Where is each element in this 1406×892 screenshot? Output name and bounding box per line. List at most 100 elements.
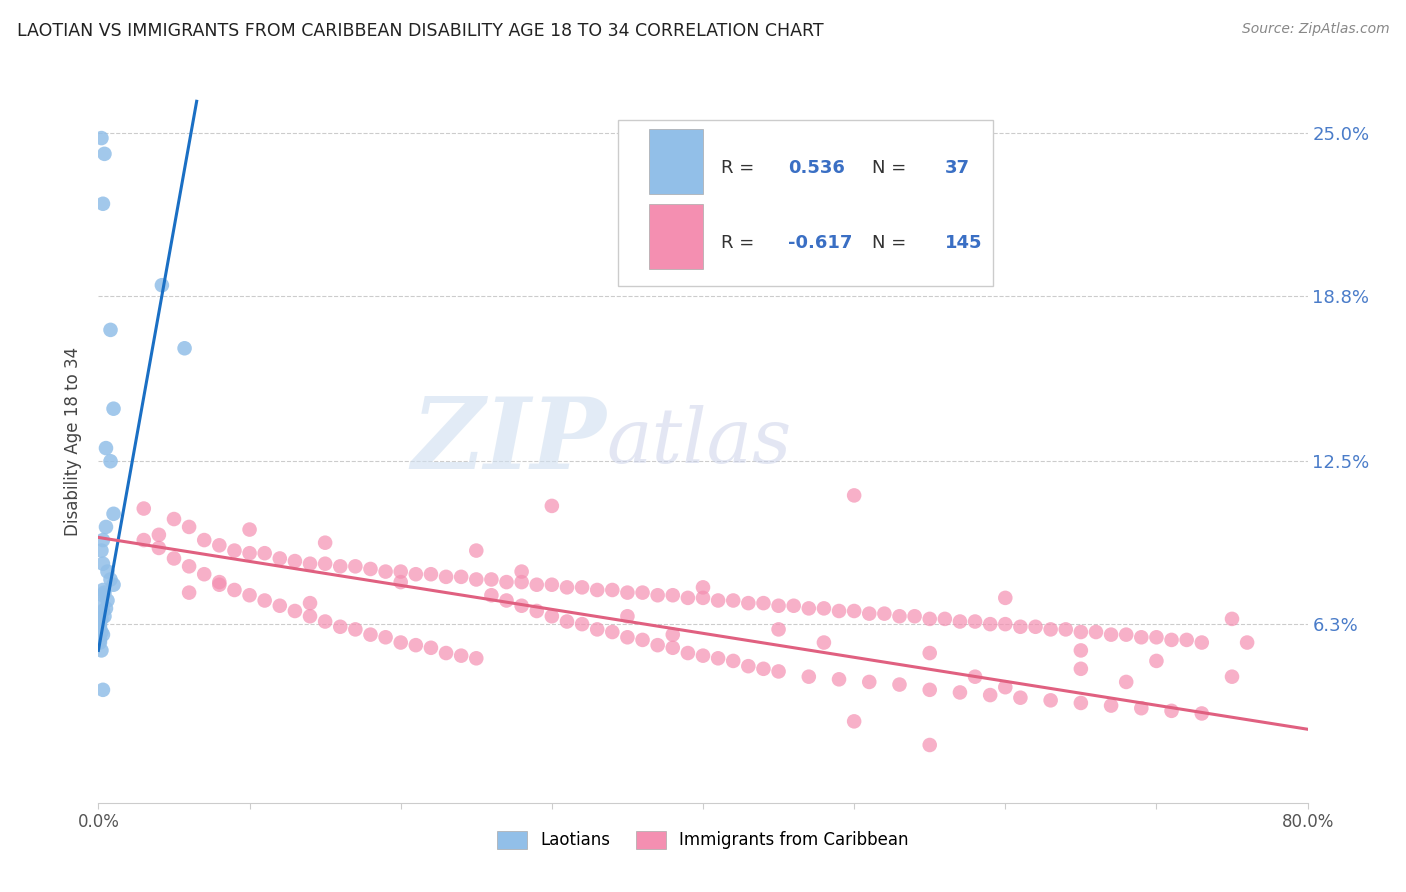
Point: [132, 501, 155, 516]
Point: [481, 573, 503, 587]
Point: [1010, 690, 1032, 705]
Point: [389, 635, 412, 649]
Point: [1115, 627, 1137, 641]
Point: [994, 617, 1017, 632]
Point: [918, 612, 941, 626]
Point: [631, 585, 654, 599]
Point: [94, 520, 117, 534]
Point: [1191, 706, 1213, 721]
Point: [269, 599, 291, 613]
Point: [91, 533, 114, 547]
Point: [602, 625, 624, 640]
Point: [1144, 654, 1167, 668]
Point: [616, 630, 638, 644]
Point: [465, 651, 488, 665]
Point: [661, 588, 683, 602]
Point: [239, 546, 262, 560]
Point: [510, 599, 533, 613]
Point: [616, 609, 638, 624]
Point: [737, 659, 759, 673]
Point: [314, 557, 336, 571]
Point: [858, 607, 880, 621]
Point: [965, 615, 987, 629]
Point: [90, 543, 112, 558]
Point: [269, 551, 291, 566]
Point: [193, 567, 215, 582]
Point: [465, 573, 488, 587]
Point: [1175, 632, 1198, 647]
Point: [163, 512, 186, 526]
Point: [647, 638, 669, 652]
Point: [768, 623, 790, 637]
Point: [193, 533, 215, 547]
Point: [90, 596, 112, 610]
Point: [783, 599, 806, 613]
Point: [91, 557, 114, 571]
Point: [91, 682, 114, 697]
Point: [1024, 620, 1046, 634]
Text: 37: 37: [945, 159, 970, 178]
Point: [208, 538, 231, 552]
Text: R =: R =: [721, 159, 761, 178]
Point: [163, 551, 186, 566]
Point: [1070, 625, 1092, 640]
Point: [450, 570, 472, 584]
Text: LAOTIAN VS IMMIGRANTS FROM CARIBBEAN DISABILITY AGE 18 TO 34 CORRELATION CHART: LAOTIAN VS IMMIGRANTS FROM CARIBBEAN DIS…: [17, 22, 824, 40]
Point: [1054, 623, 1077, 637]
Point: [94, 601, 117, 615]
Point: [90, 625, 112, 640]
Point: [828, 673, 851, 687]
Point: [179, 559, 201, 574]
Point: [768, 665, 790, 679]
Point: [100, 323, 122, 337]
Text: -0.617: -0.617: [787, 234, 852, 252]
Point: [858, 675, 880, 690]
Point: [979, 617, 1001, 632]
Point: [965, 670, 987, 684]
Point: [224, 543, 246, 558]
Point: [389, 575, 412, 590]
Point: [389, 565, 412, 579]
Point: [299, 609, 322, 624]
Point: [540, 499, 562, 513]
Point: [661, 640, 683, 655]
Point: [540, 609, 562, 624]
Point: [692, 648, 714, 663]
Point: [1220, 612, 1243, 626]
Point: [1115, 675, 1137, 690]
Point: [510, 565, 533, 579]
Point: [179, 585, 201, 599]
Point: [979, 688, 1001, 702]
Text: N =: N =: [872, 159, 912, 178]
Point: [495, 575, 517, 590]
Point: [1070, 662, 1092, 676]
Point: [1099, 627, 1122, 641]
Point: [253, 593, 276, 607]
Point: [284, 554, 307, 568]
Point: [100, 573, 122, 587]
Point: [647, 588, 669, 602]
Point: [239, 588, 262, 602]
Point: [481, 588, 503, 602]
Point: [90, 131, 112, 145]
Point: [555, 615, 578, 629]
Point: [89, 620, 111, 634]
Point: [768, 599, 790, 613]
Point: [949, 615, 972, 629]
Point: [994, 680, 1017, 694]
Point: [918, 682, 941, 697]
Point: [889, 677, 911, 691]
Text: N =: N =: [872, 234, 912, 252]
Point: [555, 580, 578, 594]
Point: [89, 635, 111, 649]
Point: [616, 585, 638, 599]
Point: [1160, 632, 1182, 647]
Text: 0.536: 0.536: [787, 159, 845, 178]
Point: [93, 609, 115, 624]
Point: [374, 565, 396, 579]
Point: [91, 582, 114, 597]
Point: [495, 593, 517, 607]
Point: [434, 646, 457, 660]
Point: [91, 196, 114, 211]
Point: [631, 632, 654, 647]
